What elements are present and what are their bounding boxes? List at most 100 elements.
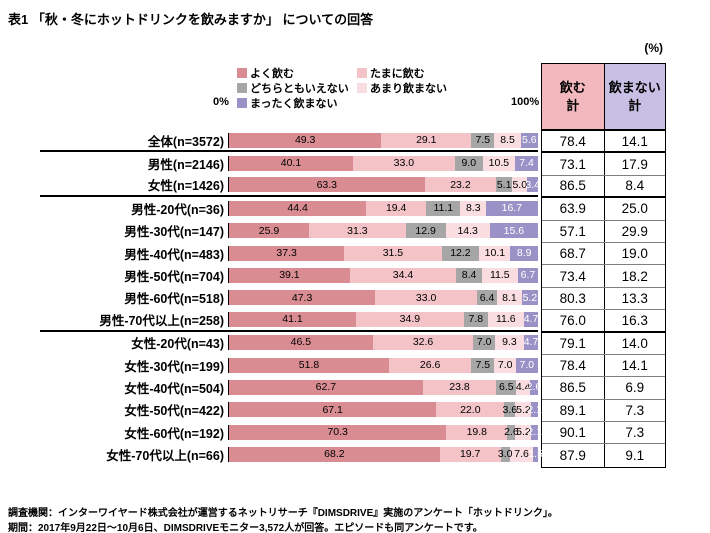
- chart-row: 男性-40代(n=483) 37.3 31.5 12.2 10.1 8.9: [40, 242, 538, 264]
- bar-segment: 33.0: [352, 156, 455, 172]
- bar-segment: 9.3: [495, 335, 524, 351]
- no-drink-total-value: 17.9: [603, 153, 666, 175]
- footer-line-1: 調査機関：インターワイヤード株式会社が運営するネットリサーチ『DIMSDRIVE…: [8, 508, 558, 519]
- stacked-bar: 39.1 34.4 8.4 11.5 6.7: [228, 268, 539, 284]
- category-label: 男性(n=2146): [147, 158, 224, 173]
- segment-value-label: 7.5: [475, 133, 491, 146]
- stacked-bar: 41.1 34.9 7.8 11.6 4.7: [228, 311, 538, 327]
- legend-label: たまに飲む: [370, 67, 425, 80]
- segment-value-label: 2.6: [504, 426, 519, 439]
- totals-row: 76.0 16.3: [542, 310, 666, 333]
- category-label: 女性-50代(n=422): [124, 404, 224, 419]
- figure-title: 表1 「秋・冬にホットドリンクを飲みますか」 についての回答: [8, 12, 374, 27]
- bar-segment: 2.6: [527, 379, 541, 395]
- bar-segment: 70.3: [229, 424, 447, 440]
- stacked-bar: 37.3 31.5 12.2 10.1 8.9: [228, 245, 538, 261]
- drink-total-value: 86.5: [559, 178, 586, 194]
- segment-value-label: 3.6: [502, 403, 518, 416]
- bar-segment: 8.9: [510, 245, 538, 261]
- segment-value-label: 9.3: [502, 336, 517, 349]
- segment-value-label: 10.5: [488, 157, 510, 170]
- bar-segment: 37.3: [229, 245, 345, 261]
- bar-segment: 10.5: [482, 156, 516, 172]
- bar-segment: 6.5: [496, 379, 517, 395]
- bar-segment: 67.1: [229, 402, 437, 418]
- bar-segment: 33.0: [375, 290, 478, 306]
- legend-item: あまり飲まない: [357, 82, 447, 95]
- segment-value-label: 12.2: [450, 246, 471, 259]
- no-drink-total-value: 14.0: [603, 332, 666, 354]
- segment-value-label: 19.7: [459, 448, 481, 461]
- segment-value-label: 44.4: [287, 202, 308, 215]
- legend-label: よく飲む: [250, 67, 294, 80]
- bar-segment: 11.1: [426, 200, 461, 216]
- bar-segment: 26.6: [389, 357, 472, 373]
- drink-total-header: 飲む 計: [542, 64, 604, 129]
- segment-value-label: 11.6: [495, 313, 516, 326]
- legend-item: まったく飲まない: [237, 97, 355, 110]
- segment-value-label: 22.0: [460, 403, 481, 416]
- bar-segment: 3.4: [525, 177, 541, 193]
- category-label: 男性-40代(n=483): [124, 247, 224, 262]
- bar-segment: 23.2: [424, 177, 497, 193]
- segment-value-label: 23.2: [450, 178, 471, 191]
- bar-segment: 4.7: [524, 335, 538, 351]
- segment-value-label: 67.1: [322, 403, 343, 416]
- segment-value-label: 3.4: [525, 178, 541, 191]
- legend-swatch-icon: [237, 82, 247, 93]
- bar-segment: 47.3: [229, 290, 376, 306]
- bar-segment: 31.5: [344, 245, 442, 261]
- bar-segment: 34.4: [349, 268, 457, 284]
- no-drink-total-value: 9.1: [603, 444, 666, 467]
- segment-value-label: 2.1: [527, 426, 543, 439]
- segment-value-label: 31.3: [347, 224, 368, 237]
- bar-segment: 7.0: [473, 335, 496, 351]
- totals-row: 86.5 8.4: [542, 175, 665, 199]
- totals-row: 57.1 29.9: [542, 220, 665, 243]
- chart-row: 女性-30代(n=199) 51.8 26.6 7.5 7.0 7.0: [40, 354, 538, 376]
- totals-row: 68.7 19.0: [542, 242, 665, 266]
- segment-value-label: 7.5: [475, 358, 491, 371]
- drink-total-value: 78.4: [559, 358, 586, 374]
- segment-value-label: 34.9: [399, 313, 421, 326]
- bar-segment: 8.5: [494, 132, 521, 148]
- chart-row: 男性-60代(n=518) 47.3 33.0 6.4 8.1 5.2: [40, 287, 538, 309]
- bar-segment: 6.7: [517, 268, 539, 284]
- segment-value-label: 11.1: [433, 202, 454, 215]
- segment-value-label: 8.1: [502, 291, 517, 304]
- chart-row: 全体(n=3572) 49.3 29.1 7.5 8.5 5.6: [40, 130, 538, 153]
- stacked-bar: 49.3 29.1 7.5 8.5 5.6: [228, 132, 538, 148]
- bar-segment: 32.6: [372, 335, 474, 351]
- segment-value-label: 33.0: [393, 157, 415, 170]
- bar-segment: 14.3: [445, 223, 490, 239]
- bar-segment: 40.1: [229, 156, 353, 172]
- legend-label: どちらともいえない: [250, 82, 349, 95]
- percent-unit-label: (%): [644, 41, 663, 55]
- segment-value-label: 11.5: [489, 269, 510, 282]
- totals-row: 78.4 14.1: [542, 354, 665, 378]
- stacked-bar: 70.3 19.8 2.6 5.2 2.1: [228, 424, 542, 440]
- chart-row: 女性-40代(n=504) 62.7 23.8 6.5 4.4 2.6: [40, 376, 541, 398]
- segment-value-label: 25.9: [258, 224, 280, 237]
- legend-label: あまり飲まない: [370, 82, 447, 95]
- bar-segment: 22.0: [436, 402, 505, 418]
- segment-value-label: 31.5: [382, 246, 404, 259]
- segment-value-label: 8.3: [465, 202, 481, 215]
- bar-segment: 1.5: [528, 447, 543, 463]
- bar-segment: 5.2: [515, 424, 532, 440]
- chart-row: 男性-70代以上(n=258) 41.1 34.9 7.8 11.6 4.7: [40, 309, 538, 332]
- stacked-bar: 47.3 33.0 6.4 8.1 5.2: [228, 290, 538, 306]
- stacked-bar: 51.8 26.6 7.5 7.0 7.0: [228, 357, 538, 373]
- segment-value-label: 19.8: [466, 426, 488, 439]
- chart-row: 男性-30代(n=147) 25.9 31.3 12.9 14.3 15.6: [40, 220, 538, 242]
- no-drink-total-value: 16.3: [603, 310, 666, 331]
- legend-item: よく飲む: [237, 67, 355, 80]
- no-drink-total-value: 14.1: [603, 131, 666, 152]
- segment-value-label: 19.4: [385, 202, 407, 215]
- segment-value-label: 8.9: [516, 246, 532, 259]
- bar-segment: 4.4: [516, 379, 530, 395]
- bar-segment: 11.6: [487, 311, 524, 327]
- drink-total-value: 80.3: [559, 290, 586, 306]
- bar-segment: 10.1: [479, 245, 511, 261]
